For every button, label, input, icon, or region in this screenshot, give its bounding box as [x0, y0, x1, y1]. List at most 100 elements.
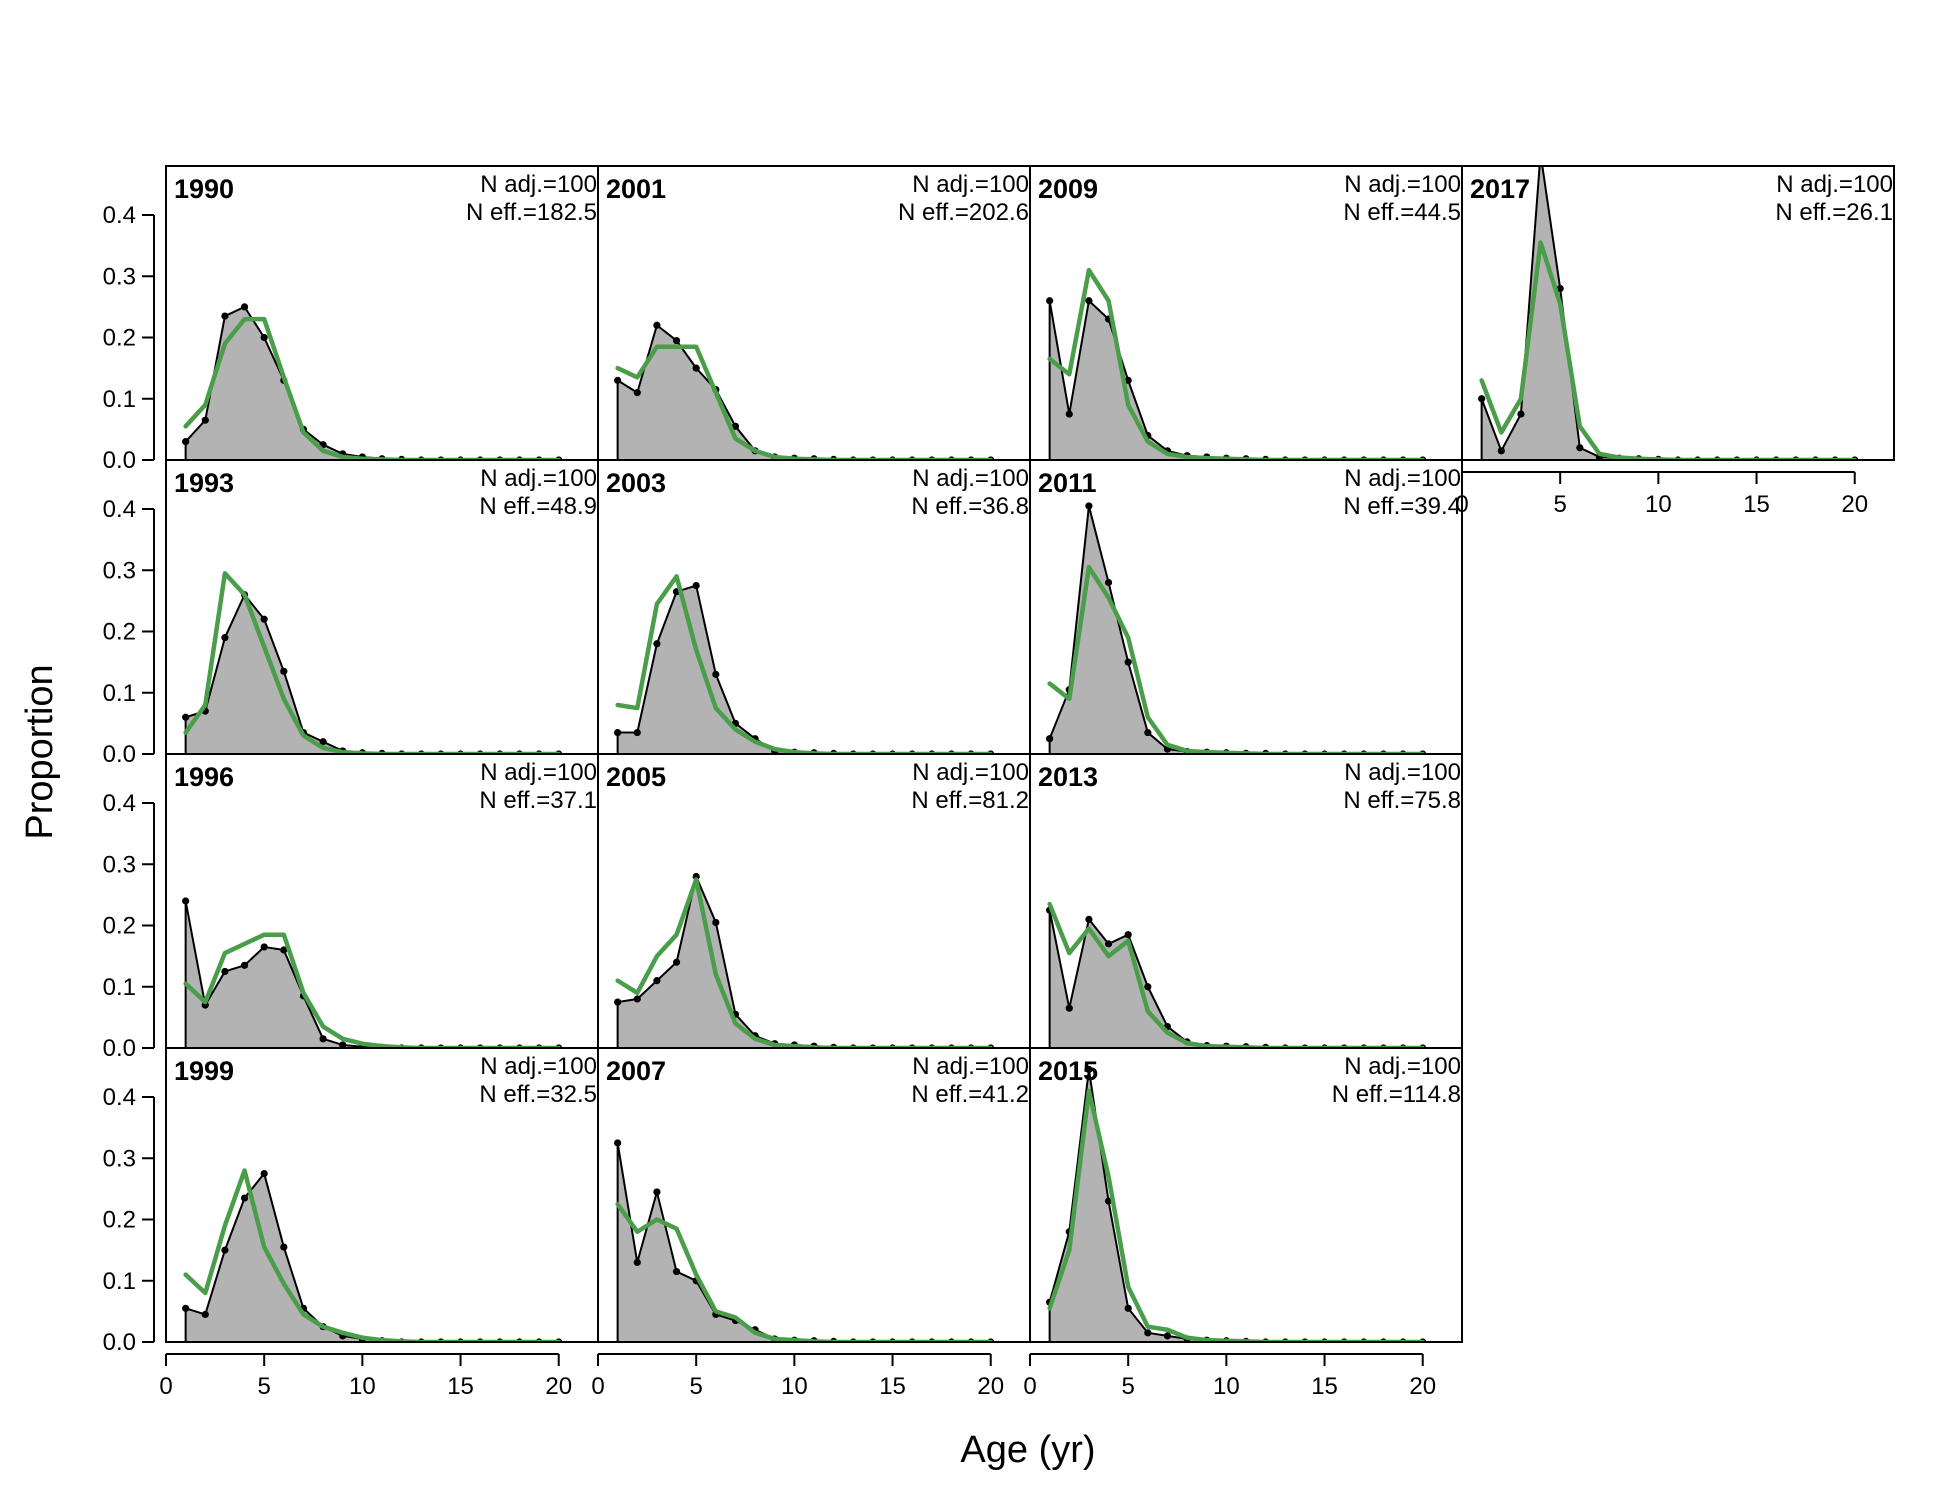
panel-year-label: 2009 — [1038, 174, 1098, 204]
x-tick-label: 15 — [447, 1373, 474, 1400]
observed-point-age-4 — [1105, 940, 1112, 947]
x-tick-label: 0 — [159, 1373, 172, 1400]
y-tick-label: 0.0 — [103, 1329, 136, 1356]
n-adj-label: N adj.=100 — [912, 465, 1029, 492]
observed-point-age-1 — [182, 438, 189, 445]
observed-point-age-5 — [1125, 931, 1132, 938]
n-eff-label: N eff.=44.5 — [1343, 199, 1461, 226]
n-eff-label: N eff.=75.8 — [1343, 787, 1461, 814]
panel-1990: 1990 N adj.=100N eff.=182.50.00.10.20.30.… — [103, 166, 598, 474]
observed-area-2007 — [618, 1143, 991, 1342]
observed-point-age-1 — [614, 377, 621, 384]
panel-plot-2013 — [1030, 904, 1462, 1052]
n-adj-label: N adj.=100 — [1344, 759, 1461, 786]
observed-point-age-6 — [280, 668, 287, 675]
n-eff-label: N eff.=114.8 — [1332, 1081, 1461, 1108]
x-tick-label: 5 — [258, 1373, 271, 1400]
observed-point-age-3 — [221, 312, 228, 319]
x-tick-label: 10 — [1213, 1373, 1240, 1400]
n-eff-label: N eff.=48.9 — [479, 493, 597, 520]
y-tick-label: 0.3 — [103, 557, 136, 584]
n-adj-label: N adj.=100 — [1344, 1053, 1461, 1080]
observed-point-age-1 — [614, 998, 621, 1005]
observed-point-age-3 — [221, 1247, 228, 1254]
y-tick-label: 0.3 — [103, 851, 136, 878]
observed-point-age-1 — [182, 1305, 189, 1312]
observed-point-age-4 — [673, 959, 680, 966]
n-eff-label: N eff.=182.5 — [466, 199, 597, 226]
x-tick-label: 5 — [1122, 1373, 1135, 1400]
observed-point-age-4 — [673, 1268, 680, 1275]
observed-area-2011 — [1050, 506, 1423, 754]
observed-point-age-1 — [1046, 735, 1053, 742]
observed-point-age-3 — [1517, 410, 1524, 417]
x-axis-title: Age (yr) — [960, 1429, 1095, 1471]
observed-point-age-3 — [221, 634, 228, 641]
observed-point-age-5 — [261, 334, 268, 341]
x-tick-label: 0 — [1023, 1373, 1036, 1400]
observed-point-age-5 — [693, 365, 700, 372]
y-tick-label: 0.4 — [103, 496, 136, 523]
observed-point-age-6 — [712, 671, 719, 678]
observed-area-1996 — [186, 901, 559, 1048]
y-tick-label: 0.4 — [103, 1084, 136, 1111]
observed-point-age-3 — [1085, 502, 1092, 509]
observed-area-2013 — [1050, 910, 1423, 1048]
n-eff-label: N eff.=26.1 — [1775, 199, 1893, 226]
x-axis-col-2: 0 5 10 15 20 — [1023, 1354, 1436, 1400]
y-tick-label: 0.4 — [103, 790, 136, 817]
panel-plot-2005 — [598, 873, 1030, 1052]
panel-plot-1999 — [166, 1170, 598, 1346]
panel-year-label: 1990 — [174, 174, 234, 204]
x-axis-col-1: 0 5 10 15 20 — [591, 1354, 1004, 1400]
n-eff-label: N eff.=81.2 — [911, 787, 1029, 814]
x-tick-label: 20 — [977, 1373, 1004, 1400]
n-adj-label: N adj.=100 — [912, 759, 1029, 786]
observed-point-age-5 — [1125, 659, 1132, 666]
observed-point-age-3 — [653, 1188, 660, 1195]
panel-plot-2003 — [598, 576, 1030, 757]
panel-2013: 2013 N adj.=100N eff.=75.8 — [1030, 754, 1462, 1052]
observed-point-age-2 — [634, 729, 641, 736]
panel-year-label: 2007 — [606, 1056, 666, 1086]
panel-2007: 2007 N adj.=100N eff.=41.2 — [598, 1048, 1030, 1346]
observed-point-age-2 — [1066, 1005, 1073, 1012]
x-tick-label: 15 — [1311, 1373, 1338, 1400]
observed-point-age-5 — [1125, 1305, 1132, 1312]
panel-year-label: 1999 — [174, 1056, 234, 1086]
panel-year-label: 1993 — [174, 468, 234, 498]
observed-point-age-6 — [1144, 729, 1151, 736]
y-tick-label: 0.1 — [103, 1268, 136, 1295]
observed-point-age-2 — [634, 389, 641, 396]
y-axis-title: Proportion — [19, 664, 61, 839]
x-tick-label: 10 — [781, 1373, 808, 1400]
panel-year-label: 2001 — [606, 174, 666, 204]
n-eff-label: N eff.=39.4 — [1343, 493, 1461, 520]
n-eff-label: N eff.=41.2 — [911, 1081, 1029, 1108]
observed-point-age-6 — [1144, 983, 1151, 990]
x-tick-label: 10 — [349, 1373, 376, 1400]
observed-point-age-7 — [1164, 1332, 1171, 1339]
panel-2015: 2015 N adj.=100N eff.=114.8 — [1030, 1048, 1462, 1346]
panel-year-label: 2011 — [1038, 468, 1097, 498]
observed-point-age-1 — [614, 1139, 621, 1146]
observed-area-1993 — [186, 595, 559, 754]
y-tick-label: 0.2 — [103, 619, 136, 646]
y-tick-label: 0.0 — [103, 447, 136, 474]
observed-point-age-2 — [634, 995, 641, 1002]
n-eff-label: N eff.=36.8 — [911, 493, 1029, 520]
observed-point-age-3 — [653, 977, 660, 984]
panel-plot-2011 — [1030, 502, 1462, 757]
y-axis-1990: 0.0 0.1 0.2 0.3 0.4 — [103, 202, 154, 474]
observed-point-age-5 — [693, 582, 700, 589]
panel-plot-1996 — [166, 897, 598, 1051]
observed-point-age-2 — [1498, 447, 1505, 454]
observed-area-1990 — [186, 307, 559, 460]
panel-year-label: 2005 — [606, 762, 666, 792]
n-eff-label: N eff.=202.6 — [898, 199, 1029, 226]
